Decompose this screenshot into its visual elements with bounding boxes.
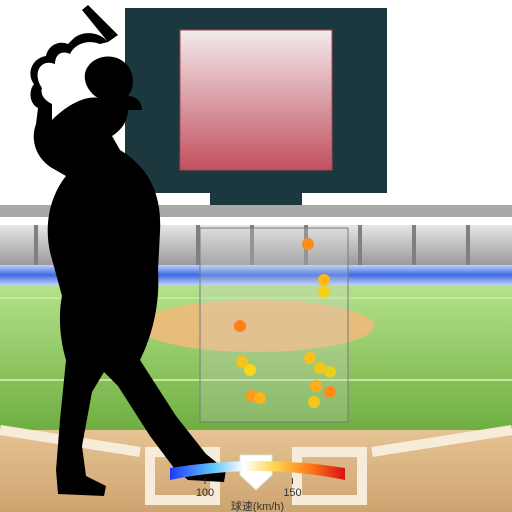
stand-pillar: [196, 225, 200, 265]
pitch-marker: [304, 352, 316, 364]
pitch-marker: [244, 364, 256, 376]
pitch-marker: [324, 366, 336, 378]
colorbar-tick-label: 100: [196, 487, 214, 499]
pitch-marker: [318, 286, 330, 298]
stand-pillar: [412, 225, 416, 265]
pitch-marker: [254, 392, 266, 404]
pitch-marker: [308, 396, 320, 408]
pitch-location-chart: 100 150球速(km/h): [0, 0, 512, 512]
colorbar-axis-label: 球速(km/h): [231, 499, 284, 512]
colorbar-tick-label: 150: [283, 487, 301, 499]
stand-pillar: [34, 225, 38, 265]
pitch-marker: [310, 380, 322, 392]
pitch-marker: [318, 274, 330, 286]
stand-pillar: [358, 225, 362, 265]
pitch-marker: [302, 238, 314, 250]
pitch-marker: [324, 386, 336, 398]
stand-pillar: [466, 225, 470, 265]
scoreboard-screen: [180, 30, 332, 170]
pitch-marker: [234, 320, 246, 332]
